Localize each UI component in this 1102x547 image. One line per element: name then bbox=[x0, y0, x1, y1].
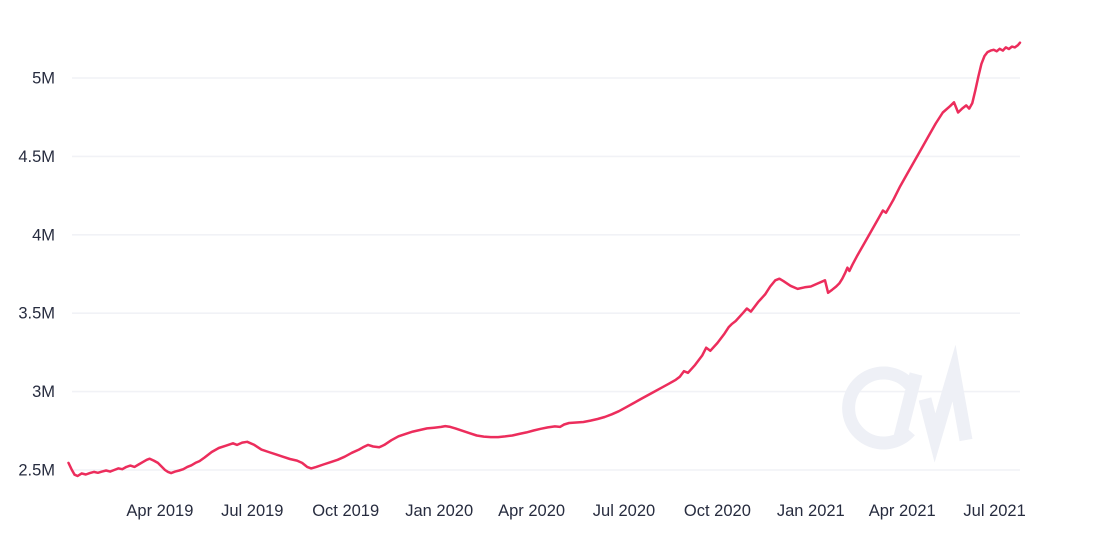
watermark-c-glyph bbox=[842, 366, 915, 450]
data-line-series bbox=[67, 41, 1022, 478]
x-axis-tick-label: Apr 2021 bbox=[869, 502, 936, 520]
coin-metrics-watermark bbox=[842, 344, 973, 463]
watermark-slash-glyph bbox=[892, 372, 923, 443]
y-axis-labels-layer: 2.5M 3M 3.5M 4M 4.5M 5M bbox=[18, 70, 55, 480]
x-axis-tick-label: Jan 2021 bbox=[777, 502, 845, 520]
y-axis-tick-label: 2.5M bbox=[18, 462, 55, 480]
x-axis-tick-label: Jul 2020 bbox=[593, 502, 655, 520]
x-axis-tick-label: Oct 2019 bbox=[312, 502, 379, 520]
x-axis-tick-label: Jan 2020 bbox=[405, 502, 473, 520]
y-axis-tick-label: 4M bbox=[32, 226, 55, 244]
y-axis-tick-label: 5M bbox=[32, 70, 55, 88]
series-layer bbox=[67, 41, 1022, 478]
gridlines-layer bbox=[72, 77, 1020, 471]
watermark-layer bbox=[842, 344, 973, 463]
x-axis-tick-label: Oct 2020 bbox=[684, 502, 751, 520]
x-axis-tick-label: Jul 2019 bbox=[221, 502, 283, 520]
y-axis-tick-label: 3M bbox=[32, 383, 55, 401]
x-axis-tick-label: Jul 2021 bbox=[963, 502, 1025, 520]
x-axis-tick-label: Apr 2020 bbox=[498, 502, 565, 520]
x-axis-tick-label: Apr 2019 bbox=[126, 502, 193, 520]
y-axis-tick-label: 4.5M bbox=[18, 148, 55, 166]
y-axis-tick-label: 3.5M bbox=[18, 305, 55, 323]
watermark-m-glyph bbox=[918, 344, 973, 463]
x-axis-labels-layer: Apr 2019 Jul 2019 Oct 2019 Jan 2020 Apr 2020… bbox=[126, 502, 1025, 520]
